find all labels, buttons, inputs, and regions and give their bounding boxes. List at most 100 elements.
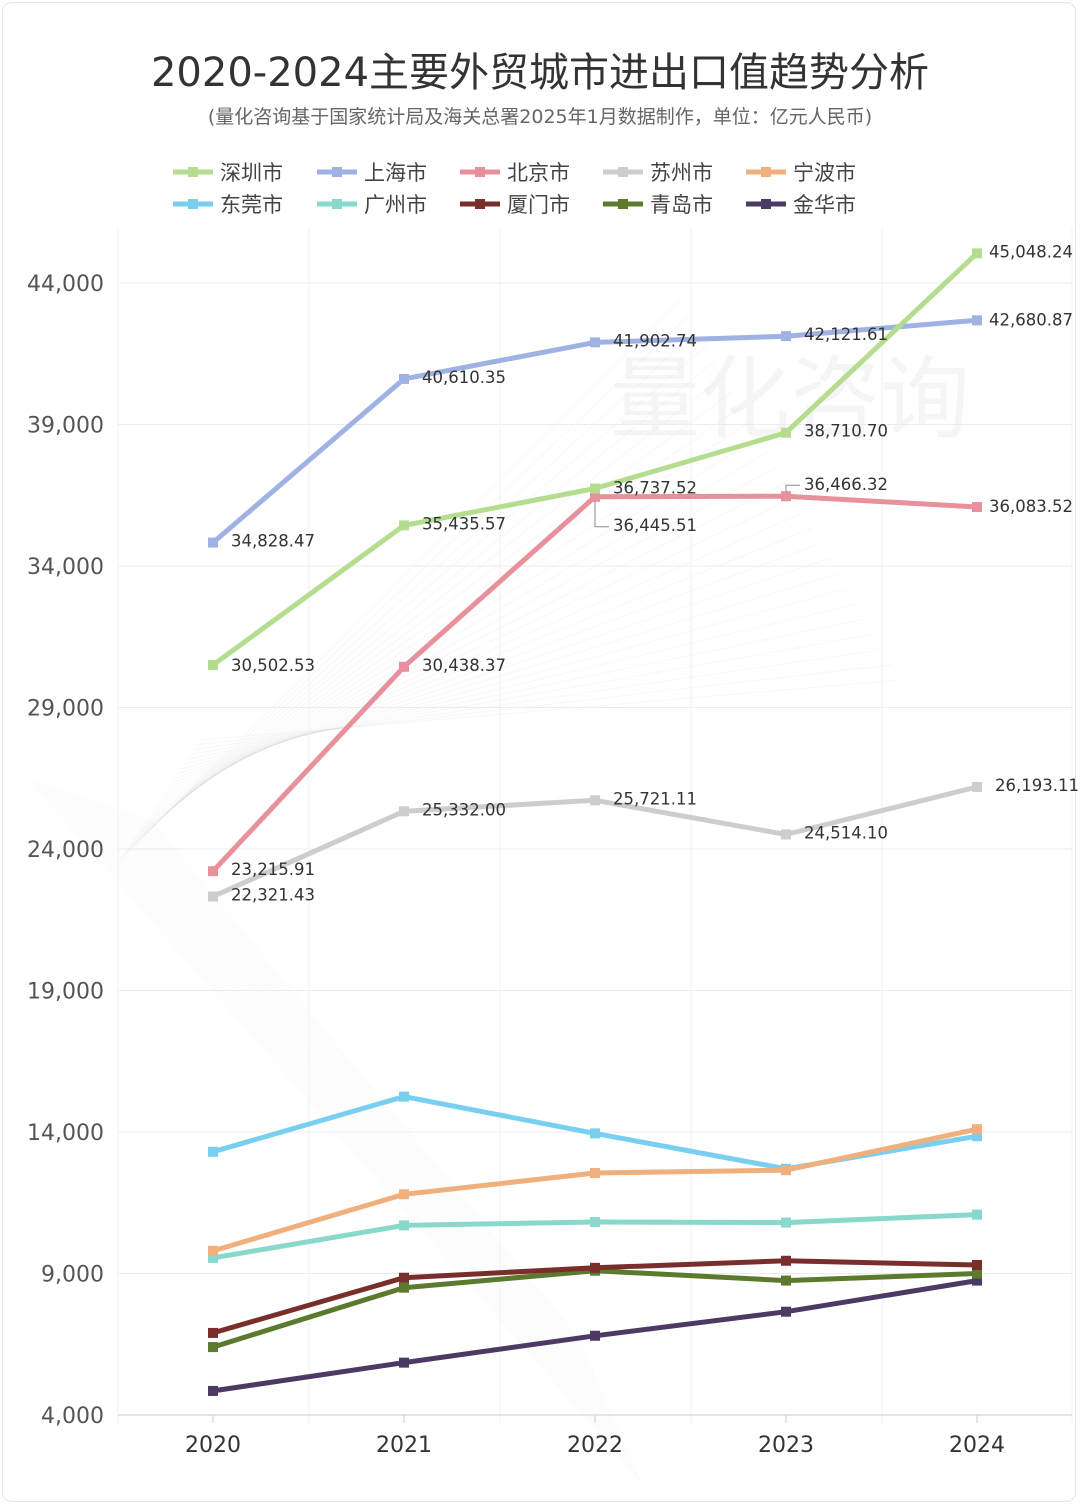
- data-point: [208, 1146, 218, 1157]
- series: [208, 248, 982, 1396]
- data-point: [208, 891, 218, 902]
- series-line: [210, 250, 980, 668]
- background-decoration-line: [97, 802, 606, 1401]
- data-label: 40,610.35: [422, 368, 506, 387]
- data-point: [590, 795, 600, 806]
- data-point: [972, 1260, 982, 1271]
- data-point: [208, 659, 218, 670]
- legend-label: 北京市: [507, 161, 570, 185]
- data-label: 22,321.43: [231, 886, 315, 905]
- data-point: [972, 248, 982, 259]
- series-line: [210, 1126, 980, 1254]
- y-tick-label: 44,000: [27, 272, 104, 297]
- legend-label: 厦门市: [507, 193, 570, 217]
- chart-subtitle: (量化咨询基于国家统计局及海关总署2025年1月数据制作，单位：亿元人民币): [207, 106, 873, 128]
- data-label: 36,083.52: [989, 497, 1073, 516]
- data-point: [972, 1209, 982, 1220]
- data-point: [399, 1357, 409, 1368]
- legend-label: 广州市: [364, 193, 427, 217]
- data-labels: 30,502.53 35,435.57 36,737.52 38,710.70 45,0…: [231, 242, 1079, 904]
- data-point: [972, 1268, 982, 1279]
- y-tick-label: 29,000: [27, 697, 104, 722]
- legend-swatch-marker: [188, 199, 198, 209]
- data-label: 34,828.47: [231, 532, 315, 551]
- data-point: [208, 537, 218, 548]
- data-label: 38,710.70: [804, 422, 888, 441]
- data-point: [590, 1216, 600, 1227]
- y-tick-label: 14,000: [27, 1121, 104, 1146]
- data-point: [208, 1385, 218, 1396]
- y-tick-label: 34,000: [27, 555, 104, 580]
- data-label: 23,215.91: [231, 860, 315, 879]
- data-point: [590, 1262, 600, 1273]
- y-tick-label: 4,000: [41, 1404, 104, 1429]
- legend-swatch-marker: [618, 167, 628, 177]
- data-point: [590, 1128, 600, 1139]
- background-decoration-line: [88, 799, 612, 1413]
- legend-swatch-marker: [332, 199, 342, 209]
- background-decoration-line: [78, 796, 616, 1424]
- legend-label: 金华市: [793, 193, 856, 217]
- legend-swatch-marker: [332, 167, 342, 177]
- data-point: [781, 1275, 791, 1286]
- data-label: 41,902.74: [613, 331, 697, 350]
- data-point: [781, 1165, 791, 1176]
- data-point: [781, 829, 791, 840]
- data-point: [781, 1306, 791, 1317]
- data-point: [399, 661, 409, 672]
- data-point: [781, 427, 791, 438]
- background-decoration-line: [190, 634, 873, 754]
- legend-swatch-marker: [761, 199, 771, 209]
- x-tick-label: 2020: [185, 1433, 241, 1458]
- background-decoration-line: [126, 812, 592, 1368]
- data-point: [399, 1272, 409, 1283]
- background-decoration-line: [102, 804, 604, 1396]
- data-label: 30,438.37: [422, 656, 506, 675]
- legend-swatch-marker: [618, 199, 628, 209]
- x-tick-label: 2021: [376, 1433, 432, 1458]
- x-tick-label: 2022: [567, 1433, 623, 1458]
- data-point: [208, 1342, 218, 1353]
- x-tick-label: 2024: [949, 1433, 1005, 1458]
- label-leader-line: [594, 500, 609, 528]
- background-decoration-line: [92, 801, 608, 1407]
- background-decoration-line: [200, 680, 900, 740]
- data-point: [399, 1091, 409, 1102]
- data-label: 36,445.51: [613, 516, 697, 535]
- y-tick-label: 9,000: [41, 1263, 104, 1288]
- data-point: [781, 1255, 791, 1266]
- data-point: [781, 1217, 791, 1228]
- data-point: [590, 337, 600, 348]
- background-decoration-line: [59, 790, 626, 1447]
- legend-swatch-marker: [475, 167, 485, 177]
- legend-swatch-marker: [475, 199, 485, 209]
- axes: 4,000 9,000 14,000 19,000 24,000 29,000 34,000…: [27, 272, 1072, 1458]
- chart-title: 2020-2024主要外贸城市进出口值趋势分析: [150, 50, 930, 96]
- legend-label: 深圳市: [220, 161, 283, 185]
- data-point: [781, 331, 791, 342]
- legend-swatch-marker: [188, 167, 198, 177]
- legend-label: 东莞市: [220, 193, 283, 217]
- data-point: [208, 866, 218, 877]
- data-point: [399, 1220, 409, 1231]
- legend-label: 宁波市: [793, 161, 856, 185]
- data-point: [208, 1327, 218, 1338]
- data-label: 36,737.52: [613, 479, 697, 498]
- background-decoration-line: [187, 619, 865, 759]
- y-tick-label: 24,000: [27, 838, 104, 863]
- data-label: 26,193.11: [995, 776, 1079, 795]
- data-point: [972, 315, 982, 326]
- data-point: [781, 491, 791, 502]
- legend-swatch-marker: [761, 167, 771, 177]
- x-tick-label: 2023: [758, 1433, 814, 1458]
- data-point: [399, 520, 409, 531]
- data-point: [972, 1131, 982, 1142]
- background-decoration-line: [197, 665, 891, 745]
- y-tick-label: 19,000: [27, 980, 104, 1005]
- data-point: [972, 502, 982, 513]
- legend-label: 青岛市: [650, 193, 713, 217]
- data-point: [399, 373, 409, 384]
- background-decoration: [30, 300, 900, 1480]
